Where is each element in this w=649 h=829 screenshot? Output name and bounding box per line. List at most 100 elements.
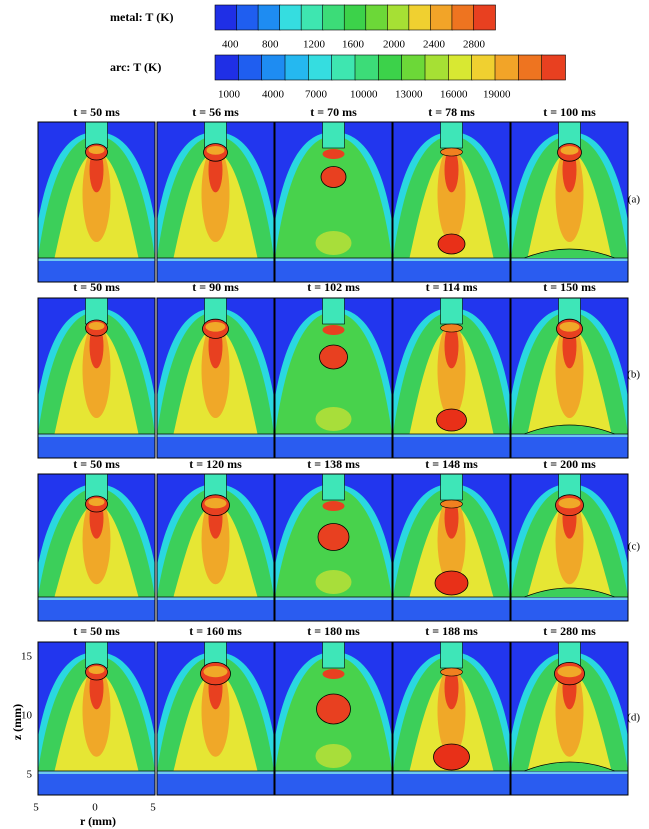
panel-border [37, 297, 156, 459]
colorbar-segment [354, 54, 380, 81]
panel [393, 298, 510, 458]
arc-core [444, 323, 459, 369]
workpiece-body [157, 261, 274, 282]
workpiece-body [393, 774, 510, 795]
panel-border [392, 297, 511, 459]
panel-time: t = 148 ms [425, 457, 478, 471]
colorbar-title: metal: T (K) [110, 10, 174, 24]
colorbar-segment [541, 54, 566, 81]
panel-time: t = 188 ms [425, 624, 478, 638]
panel-time: t = 78 ms [428, 105, 475, 119]
panel [393, 642, 510, 795]
droplet-tip [440, 323, 463, 333]
workpiece [157, 258, 274, 261]
workpiece [275, 771, 392, 774]
panel-border [510, 641, 629, 796]
workpiece-body [38, 600, 155, 621]
panel [157, 298, 274, 458]
panel-border [37, 121, 156, 283]
colorbar-segment [494, 54, 520, 81]
panel [38, 122, 155, 282]
colorbar-segment [261, 54, 286, 81]
panel-time: t = 90 ms [192, 280, 239, 294]
colorbar-tick-label: 4000 [262, 89, 285, 101]
panel-time: t = 200 ms [543, 457, 596, 471]
colorbar-segment [322, 4, 346, 31]
panel-time: t = 180 ms [307, 624, 360, 638]
r-tick-label: 5 [33, 802, 39, 814]
workpiece-body [511, 600, 628, 621]
panel-border [274, 121, 393, 283]
workpiece-body [393, 437, 510, 458]
panel [275, 474, 392, 621]
workpiece [275, 597, 392, 600]
z-axis-label: z (mm) [10, 704, 24, 740]
workpiece [511, 771, 628, 774]
droplet-ring [558, 498, 581, 509]
panel-border [392, 473, 511, 622]
panel [157, 122, 274, 282]
workpiece [393, 258, 510, 261]
panel [38, 642, 155, 795]
colorbar-segment [473, 4, 496, 31]
workpiece-body [157, 437, 274, 458]
electrode [440, 122, 463, 149]
electrode [322, 474, 345, 501]
colorbar-tick-label: 400 [222, 39, 239, 51]
colorbar-segment [365, 4, 389, 31]
colorbar-tick-label: 10000 [350, 89, 378, 101]
panel-time: t = 50 ms [73, 457, 120, 471]
colorbar-tick-label: 1600 [342, 39, 365, 51]
droplet-tip [440, 147, 463, 157]
z-tick-label: 10 [21, 710, 33, 722]
colorbar-title: arc: T (K) [110, 60, 161, 74]
r-tick-label: 5 [150, 802, 156, 814]
panel-border [37, 641, 156, 796]
colorbar-segment [518, 54, 543, 81]
droplet [437, 233, 466, 255]
z-tick-label: 5 [27, 769, 33, 781]
droplet-tip [322, 149, 345, 159]
electrode [322, 298, 345, 325]
panel [511, 474, 628, 621]
droplet [319, 344, 348, 370]
weld-pool [524, 587, 615, 598]
workpiece [393, 597, 510, 600]
panel [157, 642, 274, 795]
panel-border [156, 297, 275, 459]
panel [157, 474, 274, 621]
panel-border [274, 297, 393, 459]
weld-pool [524, 424, 615, 435]
workpiece [393, 434, 510, 437]
row-label: (b) [627, 369, 640, 381]
row-label: (a) [628, 194, 641, 206]
electrode [322, 642, 345, 669]
colorbar-segment [378, 54, 403, 81]
colorbar-segment [451, 4, 475, 31]
arc-yellow [315, 570, 352, 594]
panel-time: t = 50 ms [73, 105, 120, 119]
colorbar-segment [471, 54, 496, 81]
workpiece-body [275, 437, 392, 458]
panel-time: t = 120 ms [189, 457, 242, 471]
workpiece-body [38, 437, 155, 458]
panel [511, 122, 628, 282]
panel [393, 122, 510, 282]
workpiece [38, 434, 155, 437]
droplet-tip [322, 325, 345, 335]
workpiece-body [275, 261, 392, 282]
arc-yellow [315, 407, 352, 431]
electrode [322, 122, 345, 149]
panel-border [510, 297, 629, 459]
colorbar-segment [279, 4, 302, 31]
workpiece [511, 258, 628, 261]
arc-green [275, 312, 392, 434]
panel-border [37, 473, 156, 622]
colorbar-segment [257, 4, 281, 31]
panel-time: t = 138 ms [307, 457, 360, 471]
panel-time: t = 280 ms [543, 624, 596, 638]
droplet [320, 166, 347, 188]
r-tick-label: 0 [92, 802, 98, 814]
droplet-ring [557, 666, 582, 678]
